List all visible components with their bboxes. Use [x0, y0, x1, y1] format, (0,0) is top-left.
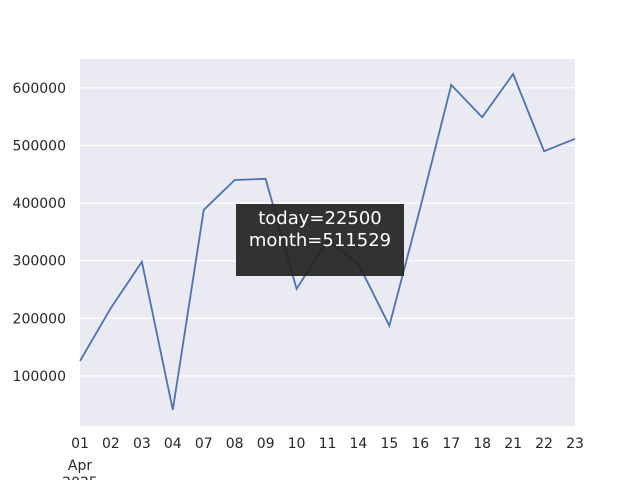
- x-tick-label: 03: [133, 436, 151, 452]
- x-tick-label: 02: [102, 436, 120, 452]
- x-tick-label: 16: [411, 436, 429, 452]
- y-tick-label: 100000: [13, 369, 66, 385]
- x-tick-label: 07: [195, 436, 213, 452]
- x-tick-label: 11: [319, 436, 337, 452]
- tooltip-text: today=22500: [258, 208, 382, 229]
- x-tick-label: 23: [566, 436, 584, 452]
- x-tick-label: 09: [257, 436, 275, 452]
- y-tick-label: 500000: [13, 138, 66, 154]
- tooltip-text: month=511529: [249, 230, 391, 251]
- y-tick-label: 600000: [13, 81, 66, 97]
- y-tick-label: 400000: [13, 196, 66, 212]
- y-tick-label: 200000: [13, 311, 66, 327]
- x-tick-label: 01: [71, 436, 89, 452]
- x-tick-label: 08: [226, 436, 244, 452]
- x-period-label: 2025: [62, 475, 98, 480]
- y-tick-label: 300000: [13, 254, 66, 270]
- tooltip-box: [236, 204, 404, 276]
- x-tick-label: 04: [164, 436, 182, 452]
- x-tick-label: 18: [473, 436, 491, 452]
- x-tick-label: 17: [442, 436, 460, 452]
- x-period-label: Apr: [68, 458, 92, 474]
- x-tick-label: 15: [380, 436, 398, 452]
- x-tick-label: 21: [504, 436, 522, 452]
- x-tick-label: 10: [288, 436, 306, 452]
- x-tick-label: 14: [350, 436, 368, 452]
- x-tick-label: 22: [535, 436, 553, 452]
